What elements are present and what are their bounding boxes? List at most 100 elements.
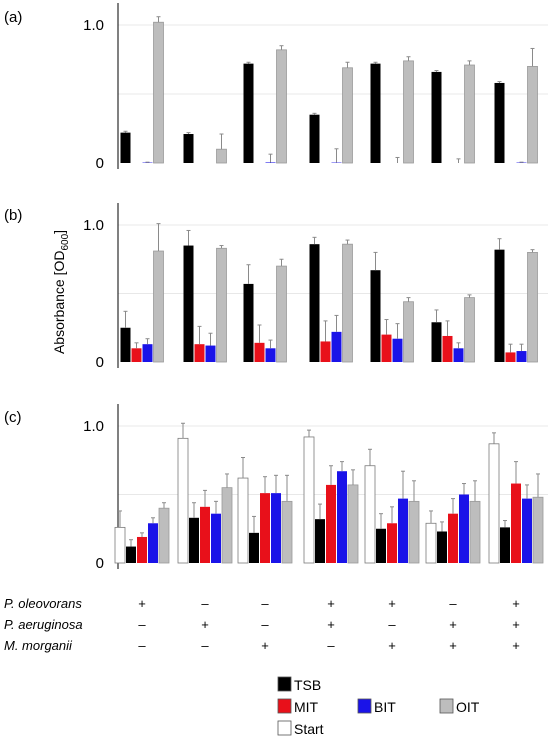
bar-bit — [211, 513, 221, 563]
bar-mit — [448, 513, 458, 563]
bar-mit — [387, 523, 397, 563]
bar-oit — [532, 496, 544, 564]
bar-oit — [216, 247, 227, 363]
bar-bit — [337, 471, 347, 563]
panel-label: (b) — [4, 207, 22, 224]
factor-table: P. oleovorans + – – + + – + P. aeruginosa – + – + – + +… — [4, 596, 520, 653]
factor-sign: + — [512, 638, 520, 653]
bar-oit — [403, 301, 414, 363]
bar-mit — [511, 483, 521, 563]
legend-swatch-oit — [439, 698, 454, 714]
factor-sign: – — [138, 638, 146, 653]
bar-bit — [148, 523, 158, 563]
bar-tsb — [431, 71, 442, 163]
bar-oit — [464, 297, 475, 363]
factor-sign: + — [138, 596, 146, 611]
legend-label-start: Start — [294, 721, 324, 737]
bar-oit — [408, 500, 420, 564]
bar-oit — [276, 265, 287, 363]
legend-swatch-tsb — [277, 676, 292, 692]
bar-mit — [194, 344, 205, 362]
bar-oit — [281, 500, 293, 564]
bar-oit — [469, 500, 481, 564]
factor-sign: – — [138, 617, 146, 632]
factor-sign: – — [261, 617, 269, 632]
bar-oit — [464, 64, 475, 164]
bar-tsb — [183, 245, 194, 362]
y-tick-label: 0 — [96, 354, 104, 371]
bar-mit — [137, 536, 147, 563]
bar-oit — [221, 487, 233, 564]
bar-tsb — [183, 134, 194, 163]
factor-sign: – — [327, 638, 335, 653]
bar-oit — [153, 21, 164, 164]
y-tick-label: 0 — [96, 155, 104, 172]
factor-sign: + — [388, 638, 396, 653]
factor-label: P. oleovorans — [4, 596, 82, 611]
legend-swatch-start — [277, 720, 292, 736]
bar-oit — [153, 250, 164, 363]
bar-mit — [320, 341, 331, 362]
bar-tsb — [120, 132, 131, 163]
legend-label-oit: OIT — [456, 699, 480, 715]
bar-mit — [200, 506, 210, 563]
legend-label-bit: BIT — [374, 699, 396, 715]
y-axis-title-end: ] — [51, 230, 67, 234]
factor-sign: + — [449, 638, 457, 653]
y-axis-title: Absorbance [OD600] — [51, 230, 71, 354]
bar-oit — [158, 507, 170, 564]
bar-mit — [131, 348, 142, 362]
bar-tsb — [494, 249, 505, 362]
bar-tsb — [370, 270, 381, 362]
bar-bit — [398, 498, 408, 563]
legend-swatch-mit — [277, 698, 292, 714]
bar-start — [237, 477, 249, 564]
bar-bit — [271, 493, 281, 563]
bar-oit — [276, 49, 287, 164]
bar-tsb — [376, 528, 386, 563]
factor-sign: + — [327, 617, 335, 632]
bar-tsb — [494, 82, 505, 163]
bar-tsb — [189, 517, 199, 563]
legend-label-tsb: TSB — [294, 677, 321, 693]
bar-bit — [142, 344, 153, 362]
panel-2: (b) 0 1.0 — [4, 203, 548, 371]
bar-mit — [381, 334, 392, 362]
bar-start — [425, 522, 437, 564]
bar-bit — [265, 162, 276, 163]
bar-start — [114, 526, 126, 564]
panel-3: (c) 0 1.0 — [4, 404, 548, 572]
panel-label: (c) — [4, 409, 22, 426]
bar-tsb — [309, 114, 320, 163]
factor-sign: + — [512, 617, 520, 632]
factor-sign: – — [449, 596, 457, 611]
bar-start — [488, 443, 500, 564]
y-axis-title-main: Absorbance [OD — [51, 251, 67, 355]
bar-bit — [459, 494, 469, 563]
factor-label: P. aeruginosa — [4, 617, 83, 632]
factor-sign: + — [388, 596, 396, 611]
y-tick-label: 1.0 — [83, 217, 104, 234]
bar-tsb — [437, 531, 447, 563]
y-tick-label: 1.0 — [83, 418, 104, 435]
bar-mit — [260, 493, 270, 563]
bar-mit — [254, 342, 265, 362]
y-tick-label: 1.0 — [83, 17, 104, 34]
bar-tsb — [126, 546, 136, 563]
legend: TSB MIT BIT OIT Start — [277, 676, 480, 737]
bar-oit — [347, 484, 359, 564]
bar-start — [177, 437, 189, 564]
bar-tsb — [243, 283, 254, 362]
factor-sign: + — [512, 596, 520, 611]
bar-tsb — [315, 519, 325, 563]
factor-sign: + — [261, 638, 269, 653]
bar-bit — [516, 351, 527, 362]
factor-sign: – — [201, 638, 209, 653]
bar-tsb — [309, 244, 320, 362]
bar-tsb — [431, 322, 442, 362]
bar-oit — [403, 60, 414, 164]
legend-swatch-bit — [357, 698, 372, 714]
panel-1: (a) 0 1.0 — [4, 3, 548, 172]
y-tick-label: 0 — [96, 555, 104, 572]
legend-label-mit: MIT — [294, 699, 319, 715]
